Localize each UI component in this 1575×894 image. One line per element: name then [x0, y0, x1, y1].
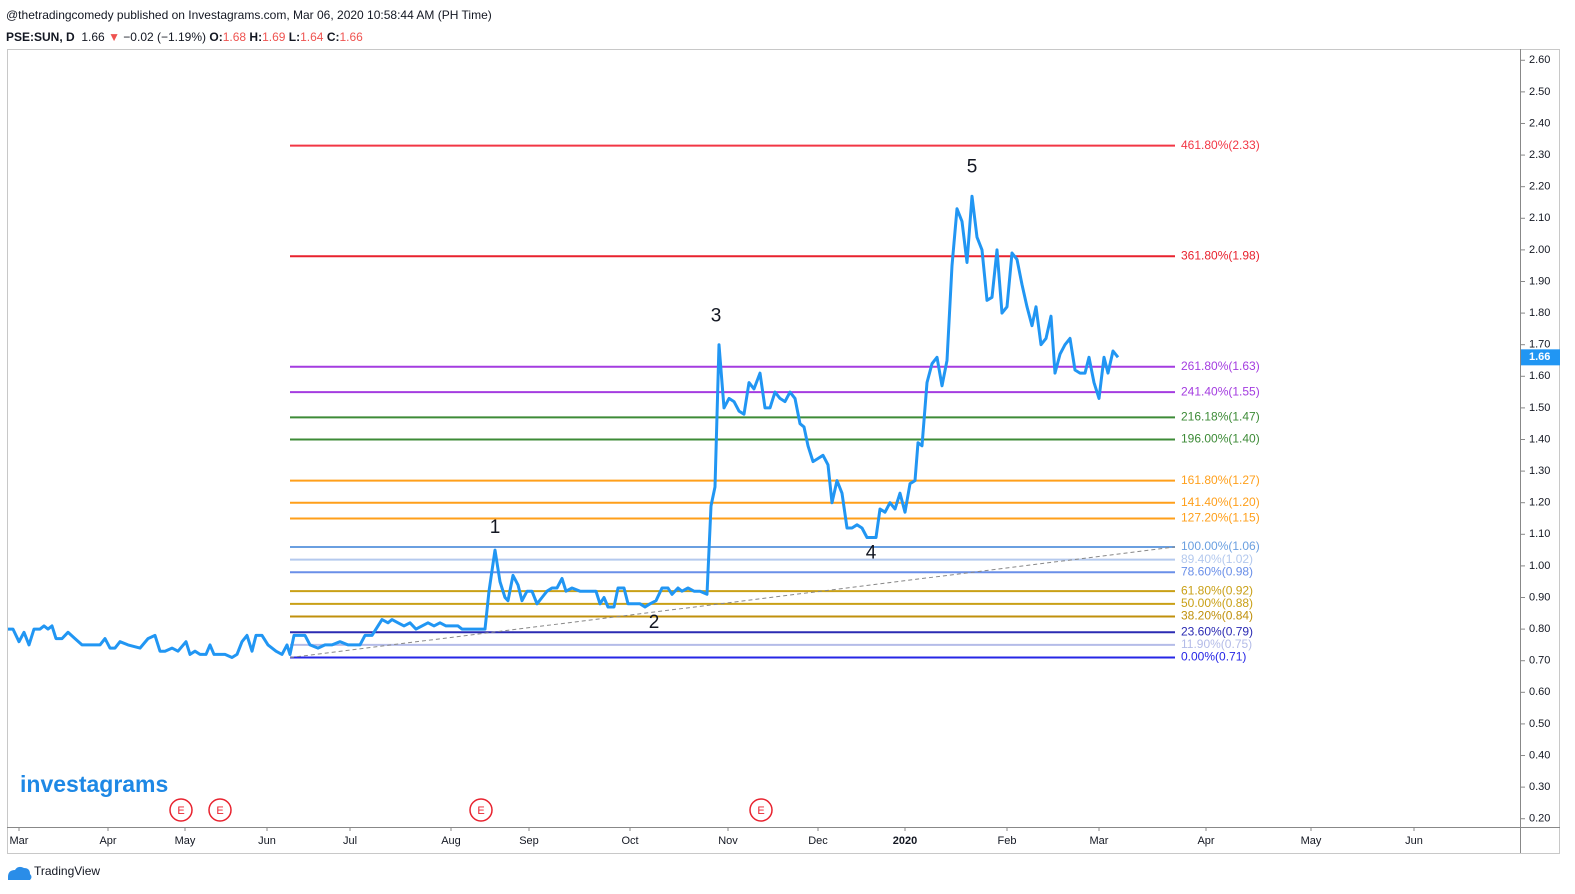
fib-label: 196.00%(1.40)	[1181, 432, 1260, 446]
y-tick-label: 1.30	[1529, 465, 1550, 477]
event-label: E	[216, 805, 223, 817]
y-tick-label: 1.20	[1529, 497, 1550, 509]
x-tick-label: Aug	[441, 835, 461, 847]
ohlc-value: 1.66	[339, 30, 363, 44]
x-tick-label: Feb	[998, 835, 1017, 847]
fib-label: 38.20%(0.84)	[1181, 609, 1253, 623]
x-tick-label: Apr	[99, 835, 116, 847]
y-tick-label: 0.70	[1529, 655, 1550, 667]
y-tick-label: 2.40	[1529, 117, 1550, 129]
fib-label: 61.80%(0.92)	[1181, 583, 1253, 597]
event-marker	[169, 798, 193, 822]
y-tick-label: 1.60	[1529, 370, 1550, 382]
price-line	[8, 194, 1120, 659]
ohlc-value: 1.64	[300, 30, 324, 44]
y-tick-label: 0.90	[1529, 591, 1550, 603]
fib-label: 23.60%(0.79)	[1181, 624, 1253, 638]
y-tick-label: 2.20	[1529, 181, 1550, 193]
x-tick-label: May	[175, 835, 196, 847]
fib-label: 216.18%(1.47)	[1181, 410, 1260, 424]
ohlc: O:1.68 H:1.69 L:1.64 C:1.66	[209, 30, 362, 44]
event-label: E	[757, 805, 764, 817]
y-tick-label: 2.30	[1529, 149, 1550, 161]
ohlc-key: O:	[209, 30, 223, 44]
pane-border	[7, 49, 1560, 854]
fib-label: 100.00%(1.06)	[1181, 539, 1260, 553]
y-tick-label: 1.00	[1529, 560, 1550, 572]
y-tick-label: 0.30	[1529, 781, 1550, 793]
x-tick-label: Apr	[1197, 835, 1214, 847]
y-tick-label: 1.50	[1529, 402, 1550, 414]
y-tick-label: 0.20	[1529, 813, 1550, 825]
x-tick-label: 2020	[893, 835, 917, 847]
last-price: 1.66	[81, 30, 105, 44]
last-price-badge	[1521, 349, 1560, 366]
x-tick-label: May	[1301, 835, 1322, 847]
x-tick-label: Nov	[718, 835, 738, 847]
y-tick-label: 1.80	[1529, 307, 1550, 319]
x-tick-label: Jul	[343, 835, 357, 847]
wave-label: 5	[967, 157, 978, 178]
x-tick-label: Mar	[10, 835, 29, 847]
event-label: E	[477, 805, 484, 817]
x-tick-label: Jun	[258, 835, 276, 847]
event-marker	[469, 798, 493, 822]
event-marker	[749, 798, 773, 822]
ohlc-key: H:	[249, 30, 263, 44]
publisher-line: @thetradingcomedy published on Investagr…	[6, 8, 492, 22]
y-tick-label: 0.40	[1529, 749, 1550, 761]
y-tick-label: 0.80	[1529, 623, 1550, 635]
fib-label: 261.80%(1.63)	[1181, 359, 1260, 373]
wave-label: 3	[711, 305, 722, 326]
wave-label: 4	[866, 542, 877, 563]
x-tick-label: Sep	[519, 835, 539, 847]
change-arrow: ▼	[108, 30, 120, 44]
event-label: E	[177, 805, 184, 817]
fib-label: 89.40%(1.02)	[1181, 552, 1253, 566]
ohlc-value: 1.69	[262, 30, 286, 44]
x-tick-label: Oct	[621, 835, 638, 847]
y-tick-label: 2.00	[1529, 244, 1550, 256]
y-tick-label: 2.60	[1529, 54, 1550, 66]
x-tick-label: Dec	[808, 835, 828, 847]
ohlc-key: C:	[326, 30, 340, 44]
fib-label: 11.90%(0.75)	[1181, 637, 1252, 651]
logo: investagrams	[20, 771, 168, 797]
wave-label: 1	[490, 517, 501, 538]
y-tick-label: 1.10	[1529, 528, 1550, 540]
change: −0.02 (−1.19%)	[123, 30, 207, 44]
fib-label: 50.00%(0.88)	[1181, 596, 1253, 610]
y-tick-label: 1.40	[1529, 433, 1550, 445]
event-marker	[208, 798, 232, 822]
fib-label: 461.80%(2.33)	[1181, 138, 1260, 152]
tv-icon	[8, 866, 32, 880]
ohlc-value: 1.68	[222, 30, 247, 44]
x-tick-label: Jun	[1405, 835, 1423, 847]
y-tick-label: 0.50	[1529, 718, 1550, 730]
last-price-label: 1.66	[1529, 351, 1550, 363]
symbol-line: PSE:SUN, D 1.66 ▼ −0.02 (−1.19%) O:1.68 …	[6, 30, 363, 44]
symbol: PSE:SUN, D	[6, 30, 75, 44]
y-tick-label: 2.50	[1529, 86, 1550, 98]
x-tick-label: Mar	[1090, 835, 1109, 847]
fib-label: 241.40%(1.55)	[1181, 384, 1260, 398]
wave-label: 2	[649, 612, 660, 633]
y-tick-label: 2.10	[1529, 212, 1550, 224]
footer: TradingView	[34, 864, 100, 878]
y-tick-label: 1.70	[1529, 339, 1550, 351]
fib-label: 78.60%(0.98)	[1181, 564, 1253, 578]
fib-label: 127.20%(1.15)	[1181, 511, 1260, 525]
y-tick-label: 0.60	[1529, 686, 1550, 698]
trendline	[289, 546, 1176, 659]
fib-label: 161.80%(1.27)	[1181, 473, 1260, 487]
fib-label: 0.00%(0.71)	[1181, 650, 1246, 664]
fib-label: 141.40%(1.20)	[1181, 495, 1260, 509]
ohlc-key: L:	[288, 30, 301, 44]
fib-label: 361.80%(1.98)	[1181, 248, 1260, 262]
y-tick-label: 1.90	[1529, 275, 1550, 287]
